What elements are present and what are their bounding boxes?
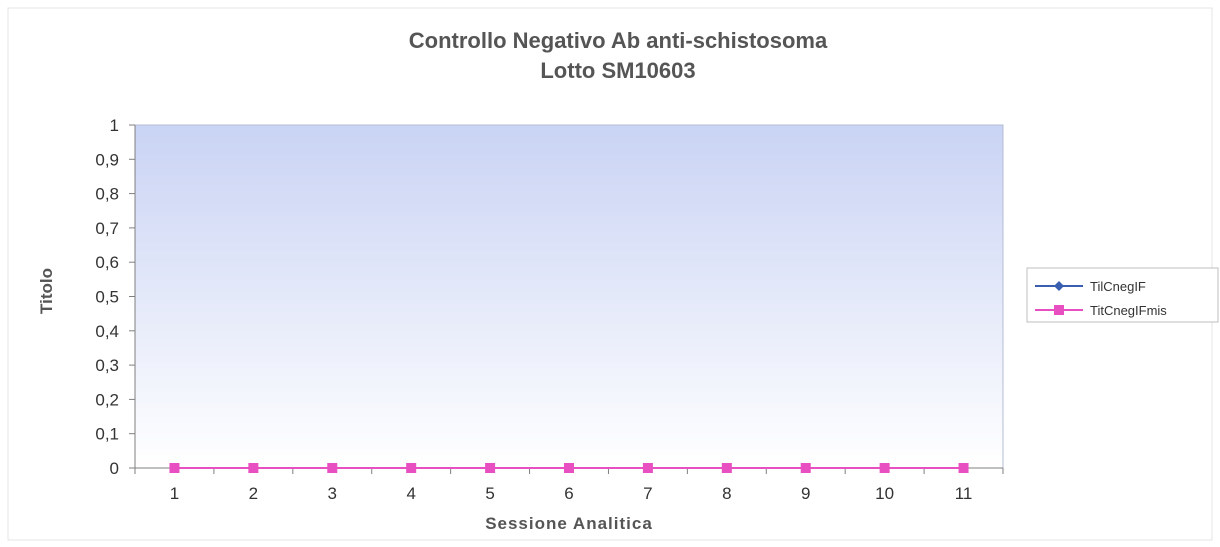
y-tick-label: 1 bbox=[110, 116, 119, 135]
y-tick-label: 0,1 bbox=[95, 425, 119, 444]
series-layer bbox=[169, 463, 969, 473]
data-point-TitCnegIFmis bbox=[169, 463, 180, 473]
data-point-TitCnegIFmis bbox=[485, 463, 496, 473]
data-point-TitCnegIFmis bbox=[327, 463, 338, 473]
y-tick-label: 0,9 bbox=[95, 150, 119, 169]
chart-title-line-1: Controllo Negativo Ab anti-schistosoma bbox=[409, 28, 828, 53]
data-point-TitCnegIFmis bbox=[800, 463, 811, 473]
y-tick-label: 0,2 bbox=[95, 390, 119, 409]
y-tick-label: 0,8 bbox=[95, 185, 119, 204]
legend: TilCnegIF TitCnegIFmis bbox=[1026, 267, 1219, 323]
data-point-TitCnegIFmis bbox=[958, 463, 969, 473]
legend-marker-TitCnegIFmis bbox=[1054, 305, 1064, 315]
y-tick-label: 0 bbox=[110, 459, 119, 478]
x-tick-label: 2 bbox=[249, 484, 258, 503]
x-tick-label: 7 bbox=[643, 484, 652, 503]
x-tick-label: 11 bbox=[955, 484, 973, 503]
y-tick-label: 0,7 bbox=[95, 219, 119, 238]
x-axis-title: Sessione Analitica bbox=[485, 514, 653, 533]
y-axis: 0 0,1 0,2 0,3 0,4 0,5 0,6 0,7 0,8 0,9 1 bbox=[95, 116, 136, 478]
legend-marker-TilCnegIF bbox=[1054, 281, 1064, 291]
x-tick-label: 10 bbox=[875, 484, 894, 503]
x-tick-label: 3 bbox=[328, 484, 337, 503]
y-tick-label: 0,4 bbox=[95, 322, 119, 341]
x-tick-label: 4 bbox=[406, 484, 415, 503]
legend-label-TilCnegIF: TilCnegIF bbox=[1090, 279, 1146, 294]
y-tick-label: 0,5 bbox=[95, 288, 119, 307]
data-point-TitCnegIFmis bbox=[564, 463, 574, 473]
data-point-TitCnegIFmis bbox=[721, 463, 732, 473]
data-point-TitCnegIFmis bbox=[248, 463, 259, 473]
data-point-TitCnegIFmis bbox=[406, 463, 417, 473]
data-point-TitCnegIFmis bbox=[879, 463, 890, 473]
x-tick-label: 9 bbox=[801, 484, 810, 503]
y-axis-title: Titolo bbox=[37, 268, 56, 314]
data-point-TitCnegIFmis bbox=[642, 463, 653, 473]
x-tick-label: 1 bbox=[170, 484, 179, 503]
plot-area bbox=[134, 124, 1004, 469]
x-tick-label: 8 bbox=[722, 484, 731, 503]
x-tick-label: 5 bbox=[485, 484, 494, 503]
y-tick-label: 0,6 bbox=[95, 253, 119, 272]
x-tick-label: 6 bbox=[564, 484, 573, 503]
chart-title-line-2: Lotto SM10603 bbox=[540, 58, 695, 83]
y-tick-label: 0,3 bbox=[95, 356, 119, 375]
legend-label-TitCnegIFmis: TitCnegIFmis bbox=[1090, 303, 1167, 318]
